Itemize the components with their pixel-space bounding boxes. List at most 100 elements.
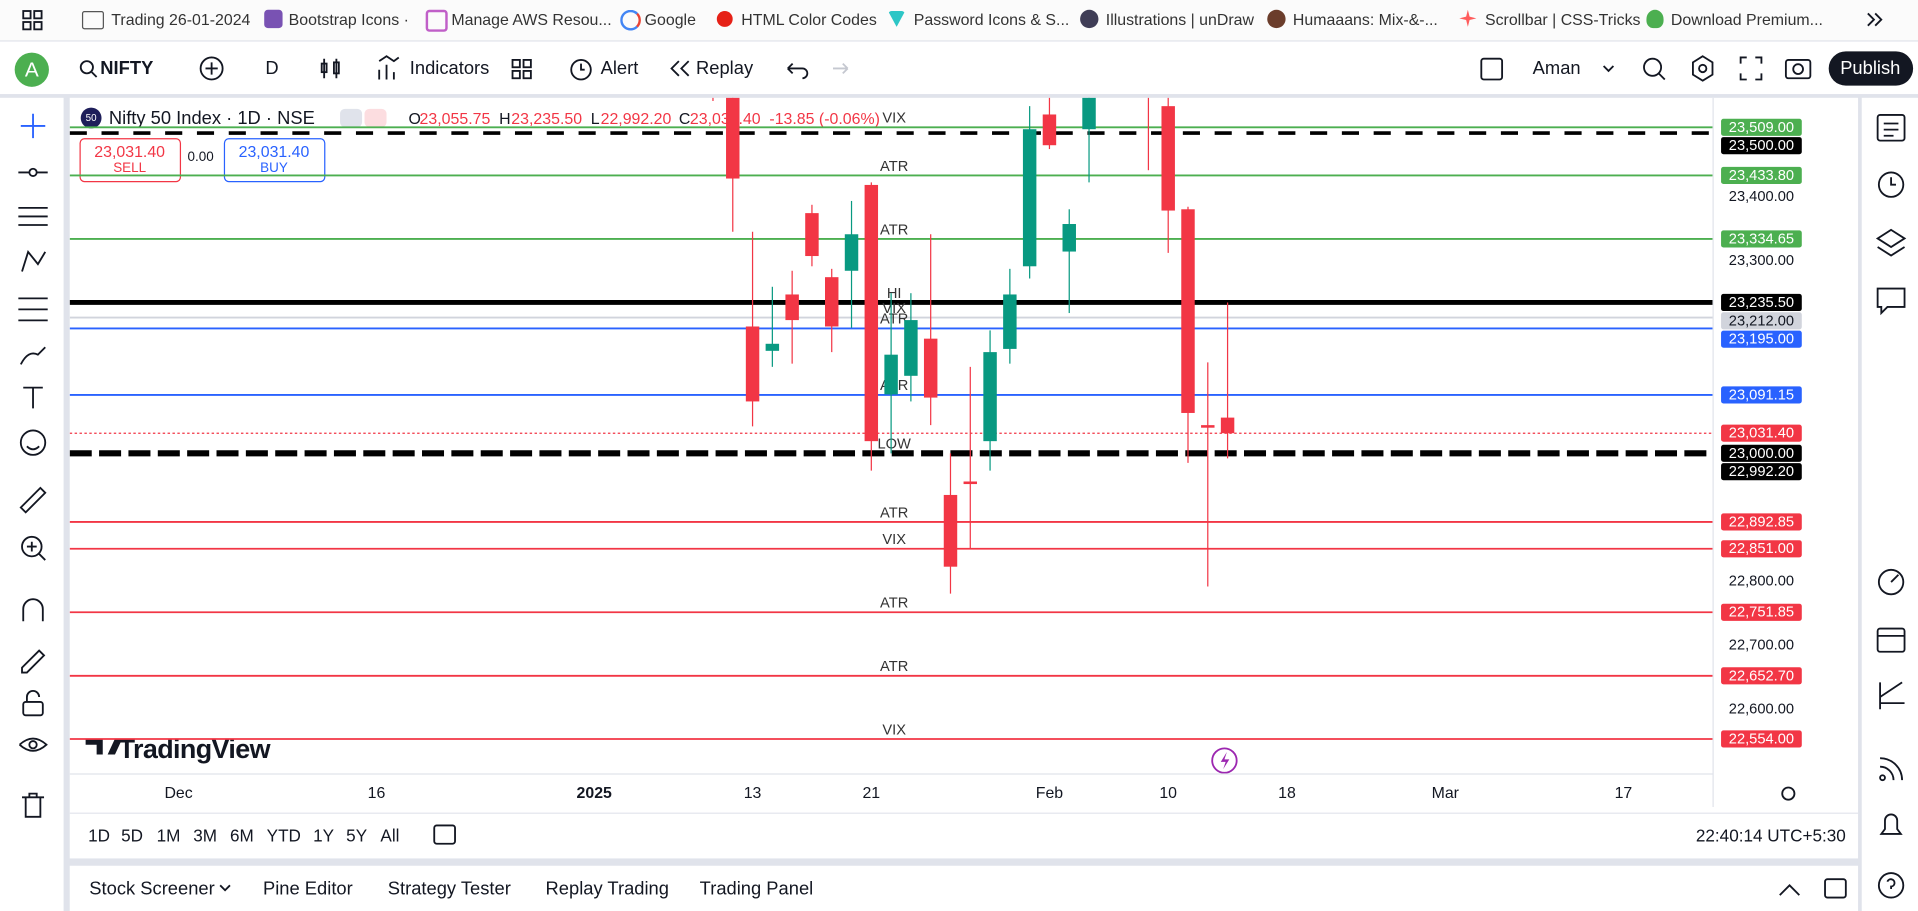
range-button[interactable]: 5D (121, 825, 144, 845)
redo[interactable] (833, 62, 849, 75)
projection-tool[interactable] (18, 297, 48, 322)
candle-body (706, 69, 719, 95)
notifications[interactable] (1879, 813, 1903, 835)
candle-body (1142, 56, 1155, 82)
bookmark[interactable]: Download Premium... (1670, 10, 1823, 29)
pattern-tool[interactable] (21, 249, 47, 272)
visibility-tool[interactable] (18, 737, 48, 752)
bookmark[interactable]: Scrollbar | CSS-Tricks (1484, 10, 1641, 29)
layout-menu[interactable] (1602, 65, 1615, 73)
bookmark[interactable]: Illustrations | unDraw (1105, 10, 1254, 29)
ohlc-value: 23,055.75 (419, 109, 491, 128)
avatar[interactable] (14, 52, 49, 87)
screener[interactable] (1877, 568, 1905, 596)
price-label-box (1721, 603, 1802, 621)
draw-mode[interactable] (21, 649, 46, 674)
watchlist[interactable] (1876, 114, 1906, 142)
help[interactable] (1877, 872, 1905, 899)
ohlc-value: 22,992.20 (600, 109, 672, 128)
price-label: 22,554.00 (1729, 731, 1794, 747)
publish-button[interactable] (1828, 51, 1914, 86)
emoji-tool[interactable] (19, 429, 47, 456)
fib-tool[interactable] (18, 206, 48, 226)
apps-icon[interactable] (22, 10, 43, 31)
range-button[interactable]: 1Y (313, 825, 335, 845)
indicators-button[interactable]: Indicators (409, 58, 490, 79)
screener-menu[interactable] (219, 884, 231, 892)
alerts[interactable] (1877, 171, 1905, 198)
zoom-tool[interactable] (21, 535, 43, 558)
bookmark[interactable]: Bootstrap Icons · (288, 10, 409, 29)
snapshot[interactable] (1784, 59, 1812, 80)
bookmark[interactable]: Trading 26-01-2024 (111, 10, 251, 29)
chart-settings[interactable] (1781, 786, 1796, 801)
range-button[interactable]: 5Y (346, 825, 368, 845)
add-symbol[interactable] (199, 56, 224, 81)
interval[interactable]: D (265, 58, 279, 79)
streams[interactable] (1879, 757, 1904, 781)
calendar[interactable] (1876, 627, 1906, 653)
price-label: 23,091.15 (1729, 387, 1794, 403)
alerts-hand (1890, 177, 1896, 186)
ruler-tool[interactable] (19, 486, 47, 514)
tab[interactable]: Strategy Tester (387, 878, 511, 900)
layout-square[interactable] (1480, 57, 1504, 81)
tab[interactable]: Trading Panel (699, 878, 814, 900)
range-button[interactable]: YTD (266, 825, 301, 845)
candle-body (1201, 425, 1215, 428)
quick-search[interactable] (1643, 57, 1663, 77)
publish-label: Publish (1840, 58, 1901, 79)
level-note: VIX (882, 111, 906, 127)
bookmark[interactable]: HTML Color Codes (741, 10, 877, 29)
settings[interactable] (1692, 55, 1714, 82)
collapse-panel[interactable] (1779, 884, 1800, 896)
candle-body (1082, 97, 1096, 130)
bookmark[interactable]: Password Icons & S... (913, 10, 1070, 29)
templates-icon[interactable] (511, 59, 532, 80)
tab[interactable]: Replay Trading (545, 878, 669, 900)
candle-body (904, 320, 918, 376)
fullscreen[interactable] (1739, 56, 1763, 81)
range-button[interactable]: 1D (88, 825, 110, 845)
bookmark[interactable]: Manage AWS Resou... (451, 10, 612, 29)
level-note: ATR (880, 222, 908, 238)
bookmark[interactable]: Google (644, 10, 696, 29)
candle-body (785, 294, 799, 321)
chats[interactable] (1876, 287, 1906, 316)
more-bookmarks[interactable] (1867, 12, 1883, 27)
undo[interactable] (787, 62, 809, 80)
replay-button[interactable]: Replay (696, 58, 754, 79)
symbol-search[interactable]: NIFTY (100, 58, 154, 79)
layout-name[interactable]: Aman (1532, 58, 1581, 79)
alert-button[interactable]: Alert (600, 58, 639, 79)
price-label-box (1721, 730, 1802, 748)
ideas[interactable] (1879, 681, 1905, 710)
range-button[interactable]: 3M (193, 825, 218, 845)
tab[interactable]: Stock Screener (89, 878, 215, 900)
range-button[interactable]: 1M (156, 825, 181, 845)
brush-tool[interactable] (19, 346, 46, 365)
buy-price: 23,031.40 (238, 142, 310, 161)
x-tick-label: 2025 (577, 785, 612, 802)
range-button[interactable]: 6M (229, 825, 254, 845)
lock-tool[interactable] (22, 700, 44, 717)
range-button[interactable]: All (380, 825, 400, 845)
source-button[interactable] (364, 108, 387, 128)
candle-body (765, 343, 780, 351)
maximize-panel[interactable] (1824, 878, 1847, 899)
symbol-badge-text: 50 (85, 112, 97, 124)
price-label: 23,235.50 (1729, 295, 1794, 311)
data-window[interactable] (1875, 228, 1907, 257)
text-tool[interactable] (23, 386, 43, 409)
bookmark[interactable]: Humaaans: Mix-&-... (1292, 10, 1438, 29)
hide-button[interactable] (340, 108, 363, 128)
magnet-tool[interactable] (22, 598, 44, 622)
go-to-date[interactable] (433, 824, 456, 845)
price-label-box (1721, 137, 1802, 155)
tab[interactable]: Pine Editor (262, 878, 353, 900)
alert-icon (570, 59, 592, 81)
trash-tool[interactable] (22, 792, 45, 818)
price-label-box (1721, 513, 1802, 531)
crosshair-tool[interactable] (20, 113, 46, 139)
